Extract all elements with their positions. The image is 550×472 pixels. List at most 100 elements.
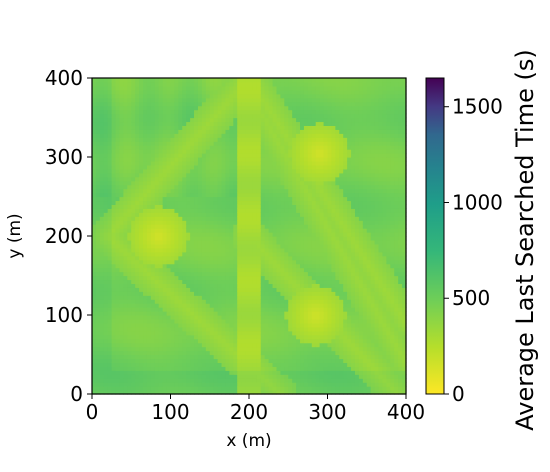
heatmap-cell [237, 390, 242, 395]
heatmap-cell [146, 121, 152, 126]
heatmap-cell [146, 275, 152, 281]
heatmap-cell [209, 354, 215, 360]
heatmap-cell [115, 330, 121, 336]
heatmap-cell [241, 89, 246, 95]
heatmap-cell [162, 259, 168, 265]
heatmap-cell [331, 212, 336, 217]
heatmap-cell [131, 101, 136, 107]
heatmap-cell [276, 172, 281, 178]
heatmap-cell [233, 137, 238, 142]
heatmap-cell [197, 216, 203, 221]
heatmap-cell [252, 382, 258, 387]
heatmap-cell [249, 303, 254, 308]
heatmap-cell [99, 311, 105, 316]
heatmap-cell [307, 172, 313, 178]
heatmap-cell [103, 192, 109, 198]
heatmap-cell [241, 354, 246, 360]
heatmap-cell [217, 228, 223, 233]
heatmap-cell [221, 97, 227, 103]
heatmap-cell [186, 192, 191, 198]
heatmap-cell [319, 303, 325, 308]
heatmap-cell [323, 326, 329, 332]
heatmap-cell [260, 236, 266, 241]
heatmap-cell [201, 303, 207, 308]
heatmap-cell [245, 318, 250, 324]
heatmap-cell [154, 117, 160, 123]
heatmap-cell [311, 291, 317, 296]
heatmap-cell [233, 283, 238, 288]
heatmap-cell [111, 85, 117, 91]
heatmap-cell [103, 117, 109, 123]
heatmap-cell [272, 247, 278, 253]
heatmap-cell [272, 338, 278, 344]
heatmap-cell [119, 243, 124, 249]
heatmap-cell [150, 255, 156, 261]
heatmap-cell [292, 164, 297, 170]
heatmap-cell [99, 279, 105, 284]
heatmap-cell [162, 153, 168, 158]
heatmap-cell [331, 243, 336, 249]
heatmap-cell [186, 318, 191, 324]
heatmap-cell [150, 370, 156, 375]
heatmap-cell [249, 243, 254, 249]
heatmap-cell [292, 382, 297, 387]
heatmap-cell [119, 386, 124, 391]
heatmap-cell [166, 89, 172, 95]
heatmap-cell [131, 89, 136, 95]
heatmap-cell [119, 275, 124, 281]
heatmap-cell [323, 338, 329, 344]
heatmap-cell [327, 311, 333, 316]
heatmap-cell [135, 113, 140, 119]
heatmap-cell [139, 196, 144, 202]
heatmap-cell [221, 176, 227, 182]
heatmap-cell [280, 176, 285, 182]
heatmap-cell [154, 338, 160, 344]
heatmap-cell [182, 263, 187, 269]
heatmap-cell [170, 390, 176, 395]
heatmap-cell [123, 255, 128, 261]
heatmap-cell [315, 224, 321, 229]
heatmap-cell [213, 172, 219, 178]
heatmap-cell [205, 212, 211, 217]
heatmap-cell [150, 168, 156, 174]
heatmap-cell [131, 338, 136, 344]
heatmap-cell [139, 374, 144, 379]
heatmap-cell [119, 366, 124, 371]
heatmap-cell [178, 117, 183, 123]
heatmap-cell [296, 125, 301, 130]
heatmap-cell [119, 153, 124, 158]
heatmap-cell [213, 303, 219, 308]
heatmap-cell [162, 255, 168, 261]
heatmap-cell [217, 370, 223, 375]
heatmap-cell [213, 236, 219, 241]
heatmap-cell [127, 121, 132, 126]
heatmap-cell [260, 85, 266, 91]
heatmap-cell [225, 318, 230, 324]
heatmap-cell [205, 338, 211, 344]
heatmap-cell [158, 303, 164, 308]
heatmap-cell [217, 101, 223, 107]
heatmap-cell [154, 180, 160, 186]
heatmap-cell [213, 184, 219, 190]
heatmap-cell [201, 129, 207, 134]
heatmap-cell [256, 78, 262, 83]
heatmap-cell [95, 275, 101, 281]
heatmap-cell [327, 366, 333, 371]
heatmap-cell [205, 78, 211, 83]
heatmap-cell [300, 275, 305, 281]
heatmap-cell [268, 224, 274, 229]
heatmap-cell [331, 338, 336, 344]
heatmap-cell [194, 200, 199, 205]
heatmap-cell [335, 350, 340, 356]
heatmap-cell [303, 354, 309, 360]
heatmap-cell [249, 105, 254, 111]
heatmap-cell [194, 216, 199, 221]
heatmap-cell [237, 164, 242, 170]
heatmap-cell [194, 243, 199, 249]
heatmap-cell [115, 342, 121, 348]
heatmap-cell [205, 133, 211, 138]
heatmap-cell [135, 291, 140, 296]
heatmap-cell [221, 236, 227, 241]
heatmap-cell [190, 311, 195, 316]
heatmap-cell [249, 386, 254, 391]
